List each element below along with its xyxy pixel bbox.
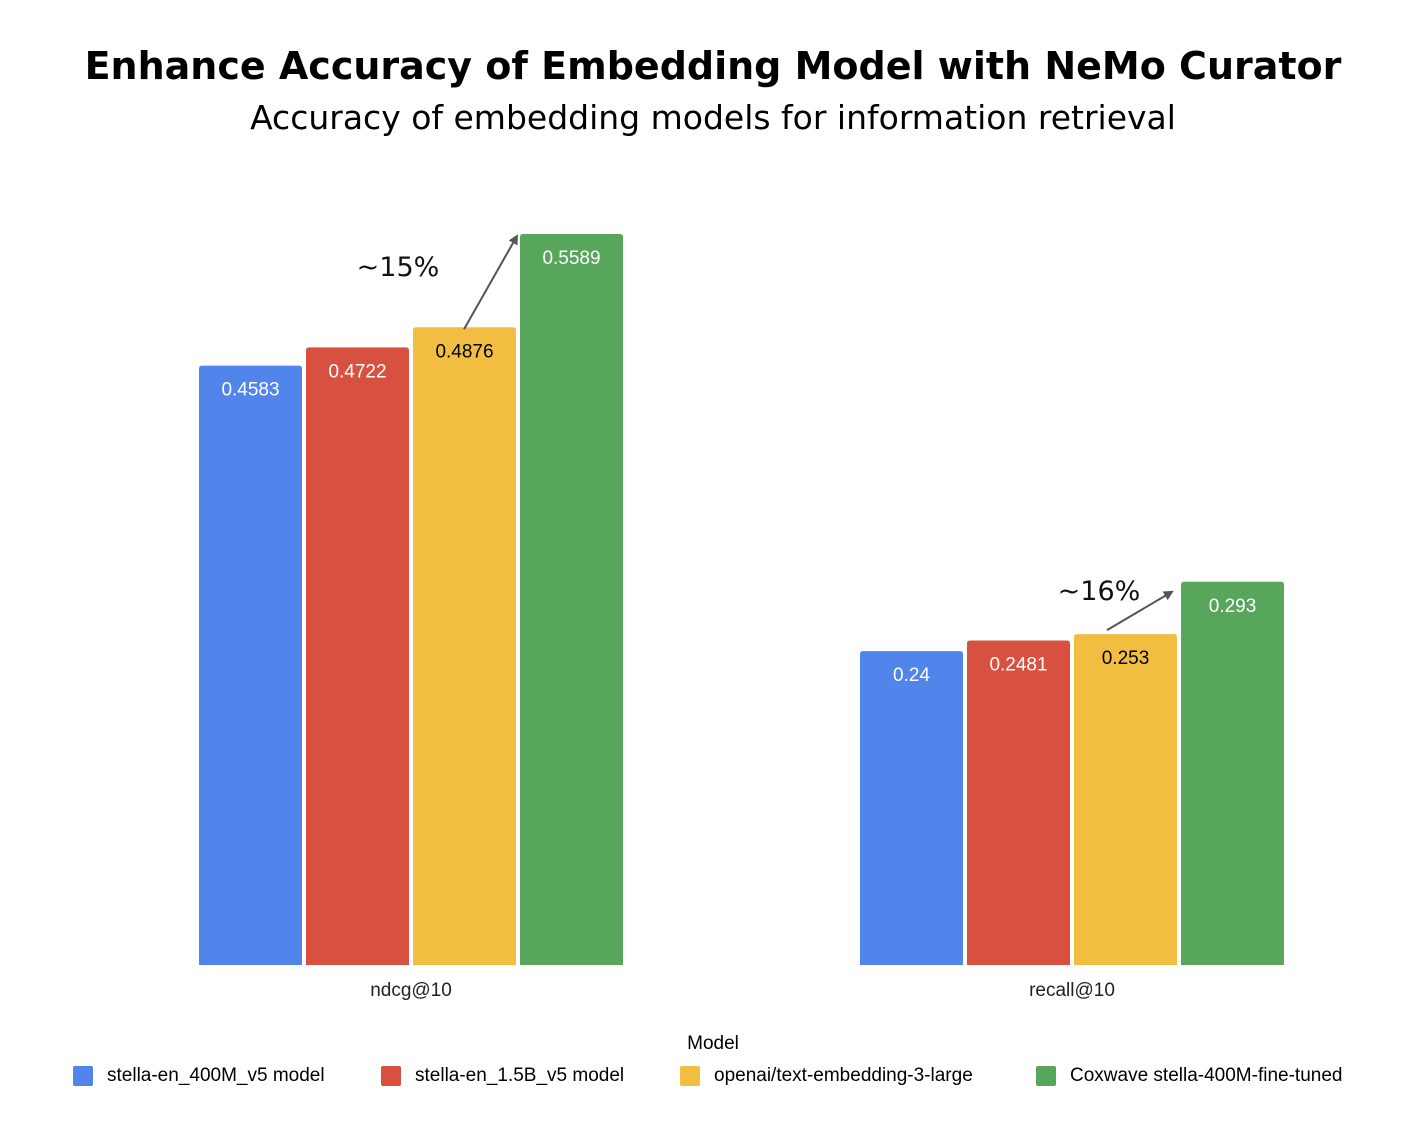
legend-title: Model (687, 1033, 739, 1054)
bar (1074, 634, 1177, 965)
legend: Model stella-en_400M_v5 model stella-en_1… (0, 1033, 1426, 1095)
bar (306, 347, 409, 965)
legend-item: Coxwave stella-400M-fine-tuned (1036, 1065, 1342, 1087)
data-label: 0.24 (893, 665, 930, 686)
bar (967, 640, 1070, 965)
legend-item: stella-en_1.5B_v5 model (381, 1065, 624, 1087)
chart-subtitle: Accuracy of embedding models for informa… (250, 98, 1176, 137)
legend-label: stella-en_400M_v5 model (107, 1065, 325, 1086)
bar (199, 365, 302, 965)
legend-swatch (680, 1066, 700, 1086)
legend-swatch (1036, 1066, 1056, 1086)
legend-swatch (381, 1066, 401, 1086)
data-label: 0.4583 (221, 380, 279, 401)
bar (413, 327, 516, 966)
legend-label: Coxwave stella-400M-fine-tuned (1070, 1065, 1343, 1086)
legend-swatch (73, 1066, 93, 1086)
data-label: 0.4722 (328, 361, 386, 382)
data-label: 0.293 (1209, 596, 1257, 617)
annotation-arrow (463, 234, 518, 330)
legend-item: stella-en_400M_v5 model (73, 1065, 325, 1087)
bar (520, 234, 623, 965)
data-label: 0.4876 (435, 341, 493, 362)
annotation-label: ~16% (1058, 576, 1141, 607)
data-label: 0.5589 (542, 248, 600, 269)
chart-title: Enhance Accuracy of Embedding Model with… (84, 44, 1342, 88)
legend-label: openai/text-embedding-3-large (714, 1065, 973, 1086)
data-label: 0.2481 (989, 655, 1047, 676)
legend-items: stella-en_400M_v5 model stella-en_1.5B_v5… (0, 1065, 1426, 1095)
legend-item: openai/text-embedding-3-large (680, 1065, 973, 1087)
legend-label: stella-en_1.5B_v5 model (415, 1065, 625, 1086)
bar (860, 651, 963, 965)
x-tick-label: recall@10 (1029, 980, 1115, 1001)
annotation-label: ~15% (357, 252, 440, 283)
annotation-arrow (1106, 590, 1174, 631)
data-label: 0.253 (1102, 648, 1150, 669)
x-tick-label: ndcg@10 (370, 980, 452, 1001)
bar (1181, 581, 1284, 965)
